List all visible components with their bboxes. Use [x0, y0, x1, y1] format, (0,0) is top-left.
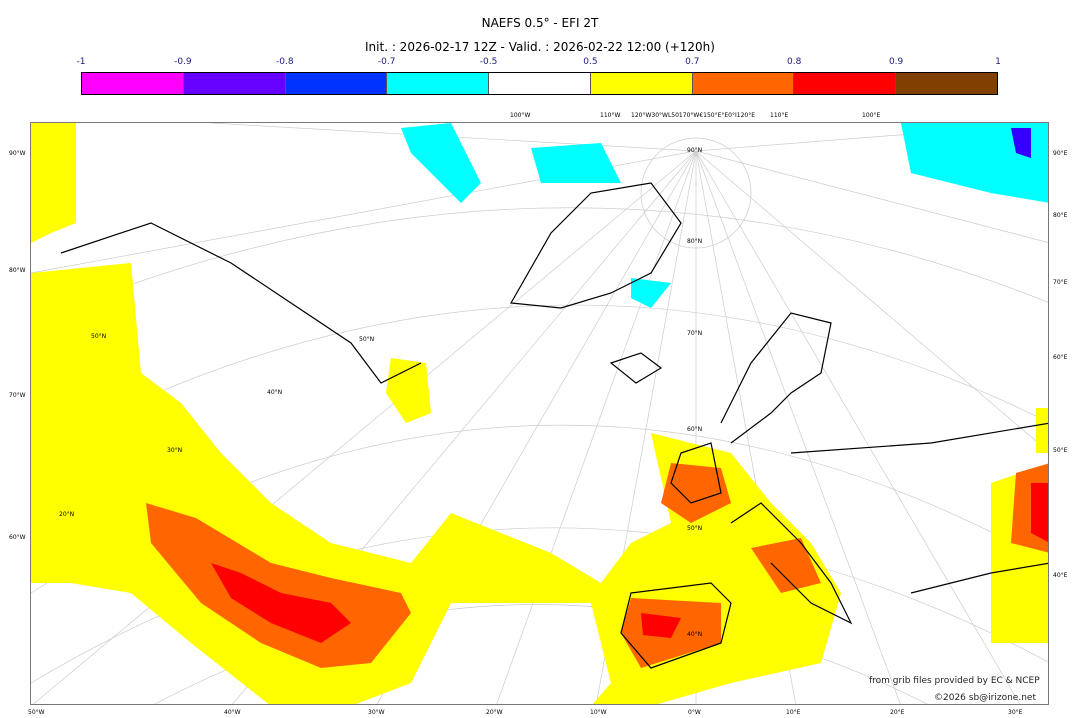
colorbar-segment: [387, 73, 490, 94]
colorbar-tick: -1: [76, 57, 86, 67]
axis-label: 10°W: [590, 709, 607, 716]
colorbar-tick: 0.7: [685, 57, 700, 67]
axis-label: 80°W: [9, 267, 26, 274]
axis-label: 40°E: [1053, 572, 1068, 579]
axis-label: 50°E: [1053, 447, 1068, 454]
axis-label: 50°W: [28, 709, 45, 716]
colorbar-segment: [183, 73, 286, 94]
lat-label: 80°N: [687, 238, 703, 245]
axis-label: 110°E: [770, 112, 789, 119]
axis-label: 0°W: [688, 709, 701, 716]
lat-label: 90°N: [687, 147, 703, 154]
colorbar: [81, 72, 998, 95]
lat-label: 20°N: [59, 511, 75, 518]
lat-label: 50°N: [687, 525, 703, 532]
axis-label: 60°W: [9, 534, 26, 541]
axis-label: 20°E: [890, 709, 905, 716]
axis-label: 40°W: [224, 709, 241, 716]
colorbar-segment: [590, 73, 693, 94]
axis-label: 90°W: [9, 150, 26, 157]
colorbar-tick: 1: [995, 57, 1001, 67]
lat-label: 60°N: [687, 426, 703, 433]
efi-cyan: [401, 123, 1048, 308]
axis-label: 90°E: [1053, 150, 1068, 157]
lat-label: 50°N: [359, 336, 375, 343]
colorbar-segment: [794, 73, 897, 94]
map-title: NAEFS 0.5° - EFI 2T: [481, 16, 599, 30]
axis-label: 20°W: [486, 709, 503, 716]
colorbar-segment: [896, 73, 998, 94]
lat-label: 70°N: [687, 330, 703, 337]
colorbar-segment: [489, 73, 591, 94]
lat-label: 30°N: [167, 447, 183, 454]
colorbar-tick: -0.7: [377, 57, 396, 67]
colorbar-segment: [285, 73, 388, 94]
colorbar-tick: -0.8: [275, 57, 294, 67]
efi-red: [211, 483, 1048, 643]
axis-label: 120°W30°WL50170°W€150°E°E0°I120°E: [631, 112, 755, 119]
efi-blue: [1011, 128, 1031, 158]
map-subtitle: Init. : 2026-02-17 12Z - Valid. : 2026-0…: [365, 40, 715, 54]
axis-label: 30°W: [368, 709, 385, 716]
colorbar-segment: [692, 73, 795, 94]
axis-label: 60°E: [1053, 354, 1068, 361]
lat-label: 50°N: [91, 333, 107, 340]
data-source-credit: from grib files provided by EC & NCEP: [869, 676, 1040, 686]
lat-label: 40°N: [687, 631, 703, 638]
axis-label: 100°E: [862, 112, 881, 119]
axis-label: 70°W: [9, 392, 26, 399]
colorbar-tick: -0.9: [174, 57, 192, 67]
copyright-credit: ©2026 sb@irizone.net: [934, 693, 1036, 703]
axis-label: 10°E: [786, 709, 801, 716]
colorbar-tick: -0.5: [479, 57, 498, 67]
colorbar-tick: 0.5: [583, 57, 598, 67]
lat-label: 40°N: [267, 389, 283, 396]
map-area: 50°N 40°N 30°N 20°N 50°N 90°N 80°N 70°N …: [30, 122, 1049, 705]
colorbar-segment: [82, 73, 184, 94]
axis-label: 70°E: [1053, 279, 1068, 286]
colorbar-tick: 0.9: [888, 57, 904, 67]
axis-label: 30°E: [1008, 709, 1023, 716]
coastlines: [60, 182, 1048, 669]
axis-label: 110°W: [600, 112, 621, 119]
map-canvas: [31, 123, 1048, 704]
colorbar-tick: 0.8: [787, 57, 802, 67]
efi-yellow: [31, 123, 1048, 704]
axis-label: 100°W: [510, 112, 531, 119]
axis-label: 80°E: [1053, 212, 1068, 219]
